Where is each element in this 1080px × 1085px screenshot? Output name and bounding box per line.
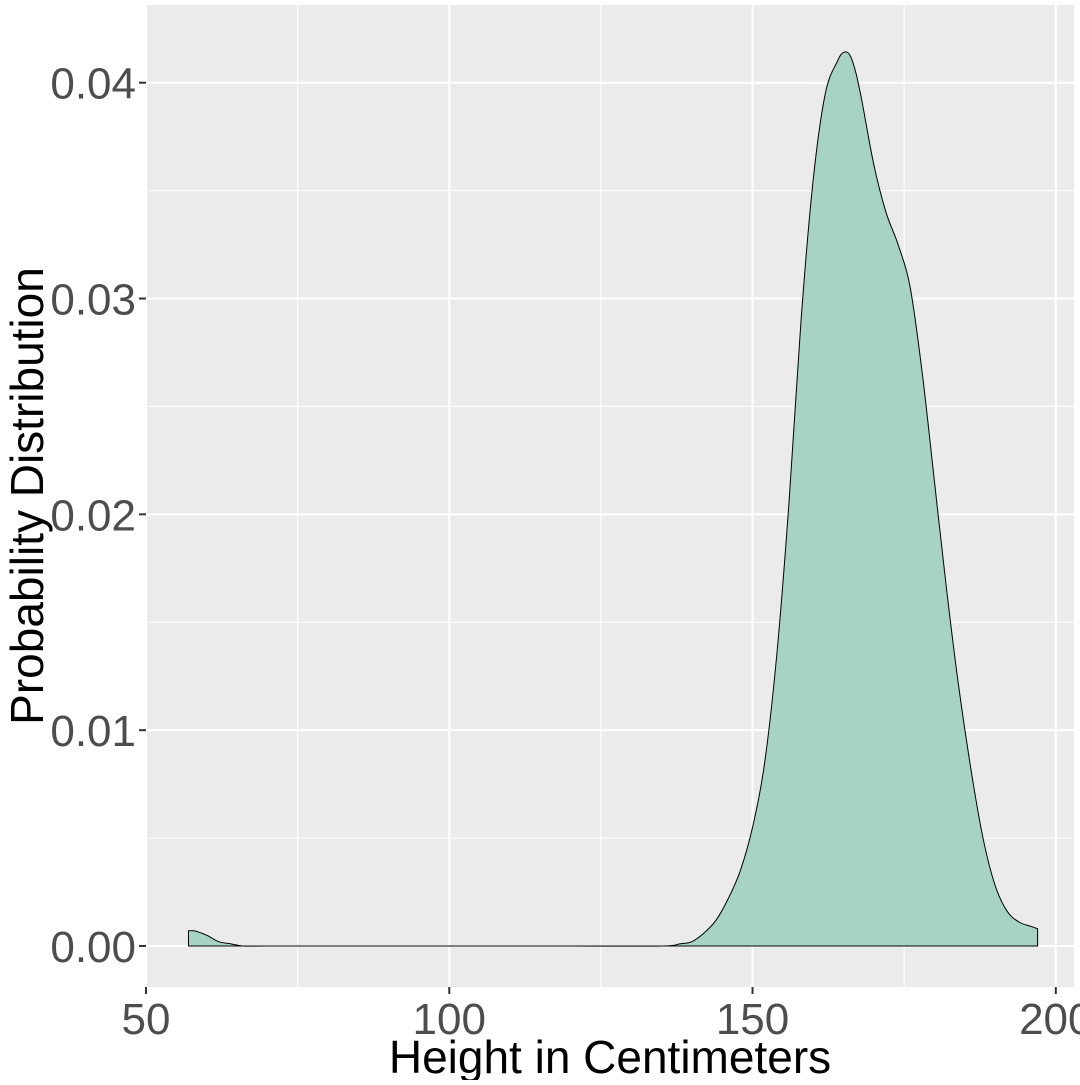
y-tick-label: 0.03	[50, 276, 136, 325]
y-tick-label: 0.00	[50, 923, 136, 972]
x-tick-label: 100	[413, 995, 486, 1044]
y-tick-label: 0.01	[50, 707, 136, 756]
y-tick-label: 0.02	[50, 491, 136, 540]
density-layer	[187, 51, 1039, 947]
y-tick-label: 0.04	[50, 60, 136, 109]
x-axis: 50 100 150 200	[122, 987, 1080, 1044]
y-axis-title: Probability Distribution	[1, 267, 53, 725]
density-area	[187, 51, 1039, 947]
x-tick-label: 50	[122, 995, 171, 1044]
x-tick-label: 150	[716, 995, 789, 1044]
x-axis-title: Height in Centimeters	[389, 1031, 831, 1080]
major-grid	[145, 5, 1074, 987]
x-tick-label: 200	[1019, 995, 1080, 1044]
y-axis: 0.00 0.01 0.02 0.03 0.04	[50, 60, 146, 972]
